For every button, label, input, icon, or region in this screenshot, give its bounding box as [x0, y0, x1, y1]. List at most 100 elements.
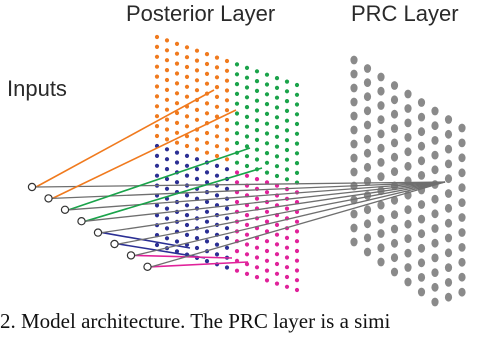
- posterior-neuron: [244, 75, 250, 80]
- prc-neuron: [377, 101, 385, 110]
- posterior-neuron: [264, 111, 270, 116]
- posterior-neuron: [224, 108, 230, 113]
- posterior-neuron: [264, 239, 270, 244]
- posterior-neuron: [264, 248, 270, 254]
- posterior-neuron: [194, 117, 200, 122]
- posterior-neuron: [274, 252, 280, 257]
- posterior-neuron: [264, 258, 270, 263]
- prc-neuron: [417, 273, 426, 282]
- posterior-neuron: [284, 147, 290, 153]
- posterior-neuron: [274, 222, 280, 227]
- prc-neuron: [417, 214, 426, 224]
- posterior-neuron: [294, 92, 300, 97]
- prc-neuron: [404, 147, 412, 157]
- posterior-neuron: [254, 98, 260, 103]
- prc-neuron: [417, 156, 426, 166]
- posterior-neuron: [284, 79, 290, 84]
- posterior-neuron: [214, 173, 220, 178]
- posterior-neuron: [174, 91, 180, 96]
- posterior-neuron: [194, 88, 200, 93]
- posterior-neuron: [194, 157, 200, 162]
- posterior-neuron: [164, 107, 170, 112]
- prc-neuron: [458, 168, 466, 178]
- posterior-neuron: [254, 147, 260, 152]
- prc-neuron: [431, 268, 439, 277]
- prc-neuron: [444, 189, 453, 198]
- connection-line: [151, 181, 446, 268]
- posterior-neuron: [204, 101, 210, 106]
- posterior-neuron: [164, 157, 170, 162]
- posterior-neuron: [214, 65, 220, 70]
- posterior-neuron: [264, 72, 270, 77]
- posterior-neuron: [214, 55, 220, 60]
- posterior-neuron: [154, 34, 160, 40]
- connection-line: [68, 147, 251, 211]
- input-node: [93, 228, 103, 237]
- posterior-neuron: [154, 64, 160, 69]
- posterior-neuron: [244, 213, 250, 218]
- posterior-neuron: [254, 265, 260, 270]
- posterior-neuron: [154, 114, 160, 119]
- prc-neuron: [350, 111, 358, 121]
- prc-neuron: [377, 129, 385, 139]
- posterior-neuron: [184, 143, 190, 149]
- posterior-neuron: [244, 124, 250, 129]
- prc-neuron: [417, 98, 426, 107]
- posterior-neuron: [214, 134, 220, 139]
- prc-neuron: [458, 243, 466, 252]
- posterior-neuron: [214, 85, 220, 90]
- prc-neuron: [350, 195, 358, 205]
- input-node: [60, 205, 70, 214]
- posterior-neuron: [244, 144, 250, 149]
- posterior-neuron: [154, 153, 160, 158]
- posterior-neuron: [154, 74, 160, 79]
- posterior-neuron: [294, 219, 300, 224]
- posterior-neuron: [184, 64, 190, 70]
- posterior-neuron: [254, 69, 260, 74]
- prc-neuron: [431, 253, 439, 263]
- posterior-neuron: [174, 130, 180, 135]
- posterior-neuron: [204, 150, 210, 155]
- posterior-neuron: [294, 170, 300, 175]
- prc-neuron: [404, 234, 412, 244]
- prc-neuron: [431, 238, 439, 248]
- posterior-neuron: [214, 153, 220, 159]
- prc-neuron: [377, 229, 385, 238]
- prc-neuron: [377, 72, 385, 82]
- posterior-neuron: [194, 137, 200, 142]
- posterior-neuron: [224, 265, 230, 270]
- connection-line: [151, 261, 249, 268]
- posterior-neuron: [194, 68, 200, 73]
- prc-neuron: [350, 97, 358, 107]
- posterior-neuron: [184, 74, 190, 79]
- posterior-neuron: [224, 68, 230, 73]
- posterior-neuron: [274, 164, 280, 169]
- posterior-neuron: [204, 219, 210, 224]
- posterior-neuron: [294, 278, 300, 283]
- posterior-neuron: [184, 213, 190, 218]
- posterior-neuron: [244, 105, 250, 110]
- prc-neuron: [350, 69, 358, 79]
- prc-neuron: [363, 106, 372, 116]
- posterior-neuron: [234, 249, 240, 254]
- posterior-neuron: [184, 45, 190, 50]
- prc-neuron: [417, 127, 426, 137]
- posterior-neuron: [164, 176, 170, 182]
- prc-neuron: [390, 124, 399, 133]
- connection-lines: [35, 89, 446, 268]
- prc-neuron: [390, 109, 399, 119]
- posterior-neuron: [274, 95, 280, 100]
- prc-neuron: [404, 248, 412, 258]
- posterior-neuron: [164, 58, 170, 63]
- prc-neuron: [363, 134, 372, 144]
- prc-neuron: [404, 104, 412, 113]
- posterior-neuron: [244, 232, 250, 237]
- posterior-neuron: [224, 167, 230, 172]
- posterior-neuron: [244, 262, 250, 267]
- prc-neuron: [444, 248, 453, 258]
- posterior-neuron: [194, 147, 200, 152]
- posterior-neuron: [164, 167, 170, 172]
- prc-neuron: [363, 219, 372, 229]
- posterior-neuron: [224, 137, 230, 142]
- posterior-neuron: [284, 128, 290, 133]
